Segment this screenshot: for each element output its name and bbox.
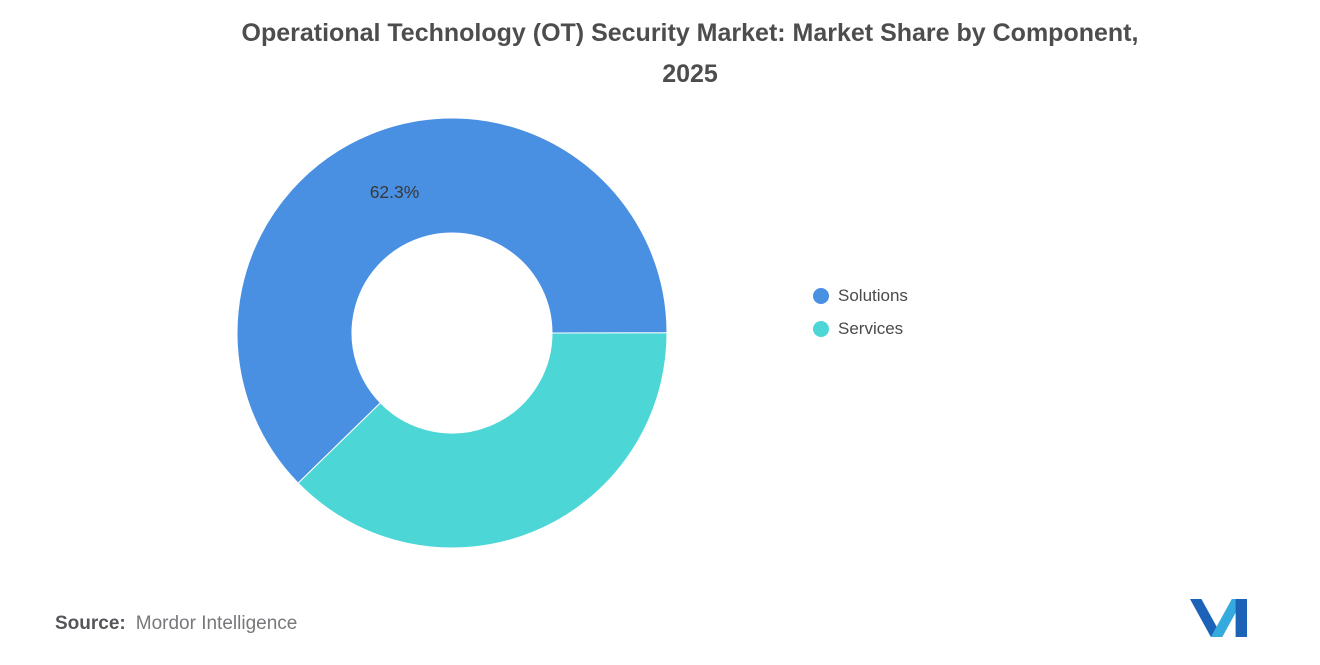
data-label-solutions: 62.3% xyxy=(370,182,420,202)
donut-chart: 62.3% xyxy=(236,117,668,549)
chart-title: Operational Technology (OT) Security Mar… xyxy=(130,13,1250,95)
pie-slice-solutions[interactable] xyxy=(236,117,668,484)
mordor-intelligence-logo xyxy=(1190,599,1247,637)
logo-middle-stroke xyxy=(1210,599,1244,637)
chart-title-line2: 2025 xyxy=(662,60,718,88)
legend-marker-services xyxy=(813,321,829,337)
legend-label-services: Services xyxy=(838,319,904,338)
source-line: Source: Mordor Intelligence xyxy=(55,613,297,635)
logo-left-stroke xyxy=(1190,599,1223,637)
logo-right-stroke xyxy=(1235,599,1247,637)
chart-legend: Solutions Services xyxy=(813,286,908,339)
pie-slice-services[interactable] xyxy=(297,332,668,549)
donut-svg: 62.3% xyxy=(236,117,668,549)
legend-marker-solutions xyxy=(813,288,829,304)
legend-item-solutions[interactable]: Solutions xyxy=(813,286,908,306)
chart-title-line1: Operational Technology (OT) Security Mar… xyxy=(241,19,1139,47)
legend-label-solutions: Solutions xyxy=(838,286,908,305)
source-label: Source: xyxy=(55,613,126,634)
source-value: Mordor Intelligence xyxy=(135,613,298,634)
legend-item-services[interactable]: Services xyxy=(813,319,908,339)
